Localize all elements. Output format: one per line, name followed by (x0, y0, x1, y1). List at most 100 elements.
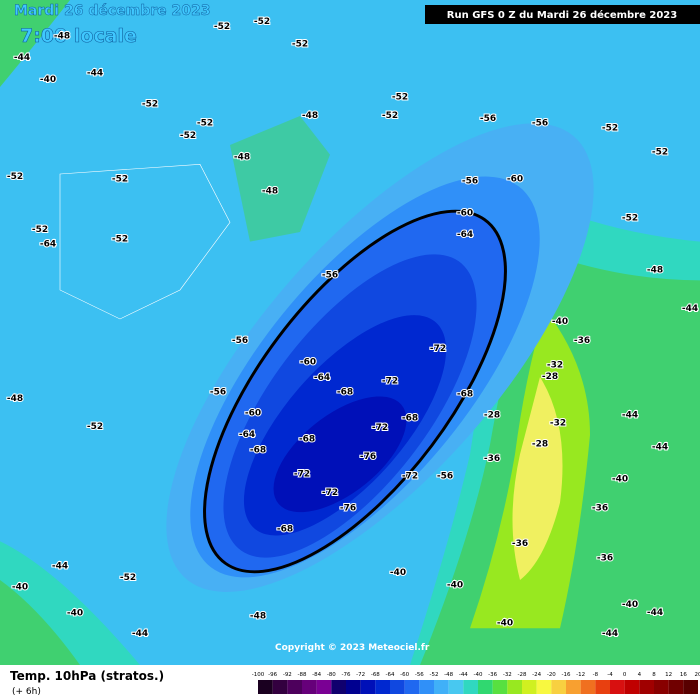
scale-swatch (448, 680, 464, 694)
contour-label: -40 (67, 609, 83, 619)
contour-label: -60 (507, 175, 523, 185)
contour-label: -48 (250, 612, 266, 622)
contour-label: -68 (457, 389, 473, 399)
contour-label: -72 (294, 470, 310, 480)
date: Mardi 26 décembre 2023 (14, 3, 211, 19)
contour-label: -36 (597, 554, 613, 564)
scale-swatch (287, 680, 302, 694)
scale-label: -12 (576, 672, 585, 678)
scale-swatch (507, 680, 522, 694)
contour-label: -52 (622, 213, 638, 223)
scale-label: -40 (474, 672, 483, 678)
color-scale: -100 -96 -92 -88 -84 -80 -76 -72 -68 -64 -60 -56 -52… (252, 672, 700, 694)
scale-swatch (610, 680, 625, 694)
contour-label: -72 (402, 471, 418, 481)
contour-label: -52 (112, 235, 128, 245)
contour-label: -48 (302, 111, 318, 121)
contour-label: -56 (532, 119, 548, 129)
contour-label: -36 (484, 454, 500, 464)
scale-label: -60 (400, 672, 409, 678)
contour-label: -64 (457, 230, 473, 240)
contour-label: -32 (547, 360, 563, 370)
contour-label: -36 (512, 539, 528, 549)
scale-swatch (566, 680, 581, 694)
scale-swatch (272, 680, 288, 694)
scale-label: 8 (652, 672, 656, 678)
contour-label: -40 (12, 583, 28, 593)
scale-swatch (683, 680, 698, 694)
contour-label: -40 (40, 75, 56, 85)
contour-label: -56 (462, 177, 478, 187)
scale-label: -36 (488, 672, 497, 678)
scale-swatch (463, 680, 478, 694)
contour-label: -40 (497, 618, 513, 628)
contour-label: -40 (447, 581, 463, 591)
contour-label: -48 (54, 32, 70, 42)
cold-free-area (0, 579, 80, 666)
scale-label: -16 (562, 672, 571, 678)
scale-label: -80 (327, 672, 336, 678)
contour-label: -52 (32, 225, 48, 235)
contour-label: -28 (484, 411, 500, 421)
scale-label: 16 (680, 672, 687, 678)
contour-label: -48 (7, 394, 23, 404)
contour-label: -52 (602, 123, 618, 133)
contour-label: -52 (7, 172, 23, 182)
scale-label: -32 (503, 672, 512, 678)
scale-label: -24 (532, 672, 541, 678)
contour-label: -52 (180, 131, 196, 141)
contour-label: -48 (647, 266, 663, 276)
scale-swatch (316, 680, 332, 694)
scale-swatch (302, 680, 317, 694)
contour-label: -44 (132, 629, 148, 639)
scale-label: -20 (547, 672, 556, 678)
scale-swatch (595, 680, 610, 694)
contour-label: -56 (232, 336, 248, 346)
run-label: Run GFS 0 Z du Mardi 26 décembre 2023 (447, 9, 677, 21)
scale-label: -76 (342, 672, 351, 678)
contour-label: -72 (430, 344, 446, 354)
scale-label: -100 (252, 672, 265, 678)
contour-label: -64 (314, 373, 330, 383)
contour-label: -40 (622, 600, 638, 610)
contour-label: -40 (612, 474, 628, 484)
scale-label: -92 (283, 672, 292, 678)
scale-swatch (624, 680, 640, 694)
contour-label: -48 (234, 152, 250, 162)
land (230, 115, 330, 242)
contour-label: -44 (682, 304, 698, 314)
scale-label: -52 (430, 672, 439, 678)
scale-label: 12 (665, 672, 672, 678)
scale-swatch (639, 680, 654, 694)
scale-label: -48 (444, 672, 453, 678)
contour-label: -68 (277, 525, 293, 535)
contour-label: -28 (532, 440, 548, 450)
scale-swatch (390, 680, 405, 694)
contour-label: -68 (402, 413, 418, 423)
scale-swatch (492, 680, 508, 694)
contour-label: -52 (392, 93, 408, 103)
contour-label: -52 (214, 22, 230, 32)
contour-label: -68 (299, 435, 315, 445)
contour-label: -48 (262, 186, 278, 196)
contour-label: -32 (550, 418, 566, 428)
contour-label: -52 (382, 111, 398, 121)
scale-label: -44 (459, 672, 468, 678)
contour-label: -72 (382, 377, 398, 387)
scale-label: -4 (607, 672, 613, 678)
contour-label: -56 (480, 114, 496, 124)
run-box (425, 5, 700, 24)
scale-label: -88 (298, 672, 307, 678)
contour-label: -52 (254, 17, 270, 27)
scale-swatch (654, 680, 669, 694)
contour-label: -52 (120, 573, 136, 583)
scale-swatch (360, 680, 376, 694)
contour-label: -44 (652, 442, 668, 452)
scale-label: -56 (415, 672, 424, 678)
contour-label: -44 (602, 629, 618, 639)
scale-swatch (551, 680, 566, 694)
scale-label: -64 (386, 672, 395, 678)
scale-label: -28 (518, 672, 527, 678)
contour-label: -76 (360, 452, 376, 462)
